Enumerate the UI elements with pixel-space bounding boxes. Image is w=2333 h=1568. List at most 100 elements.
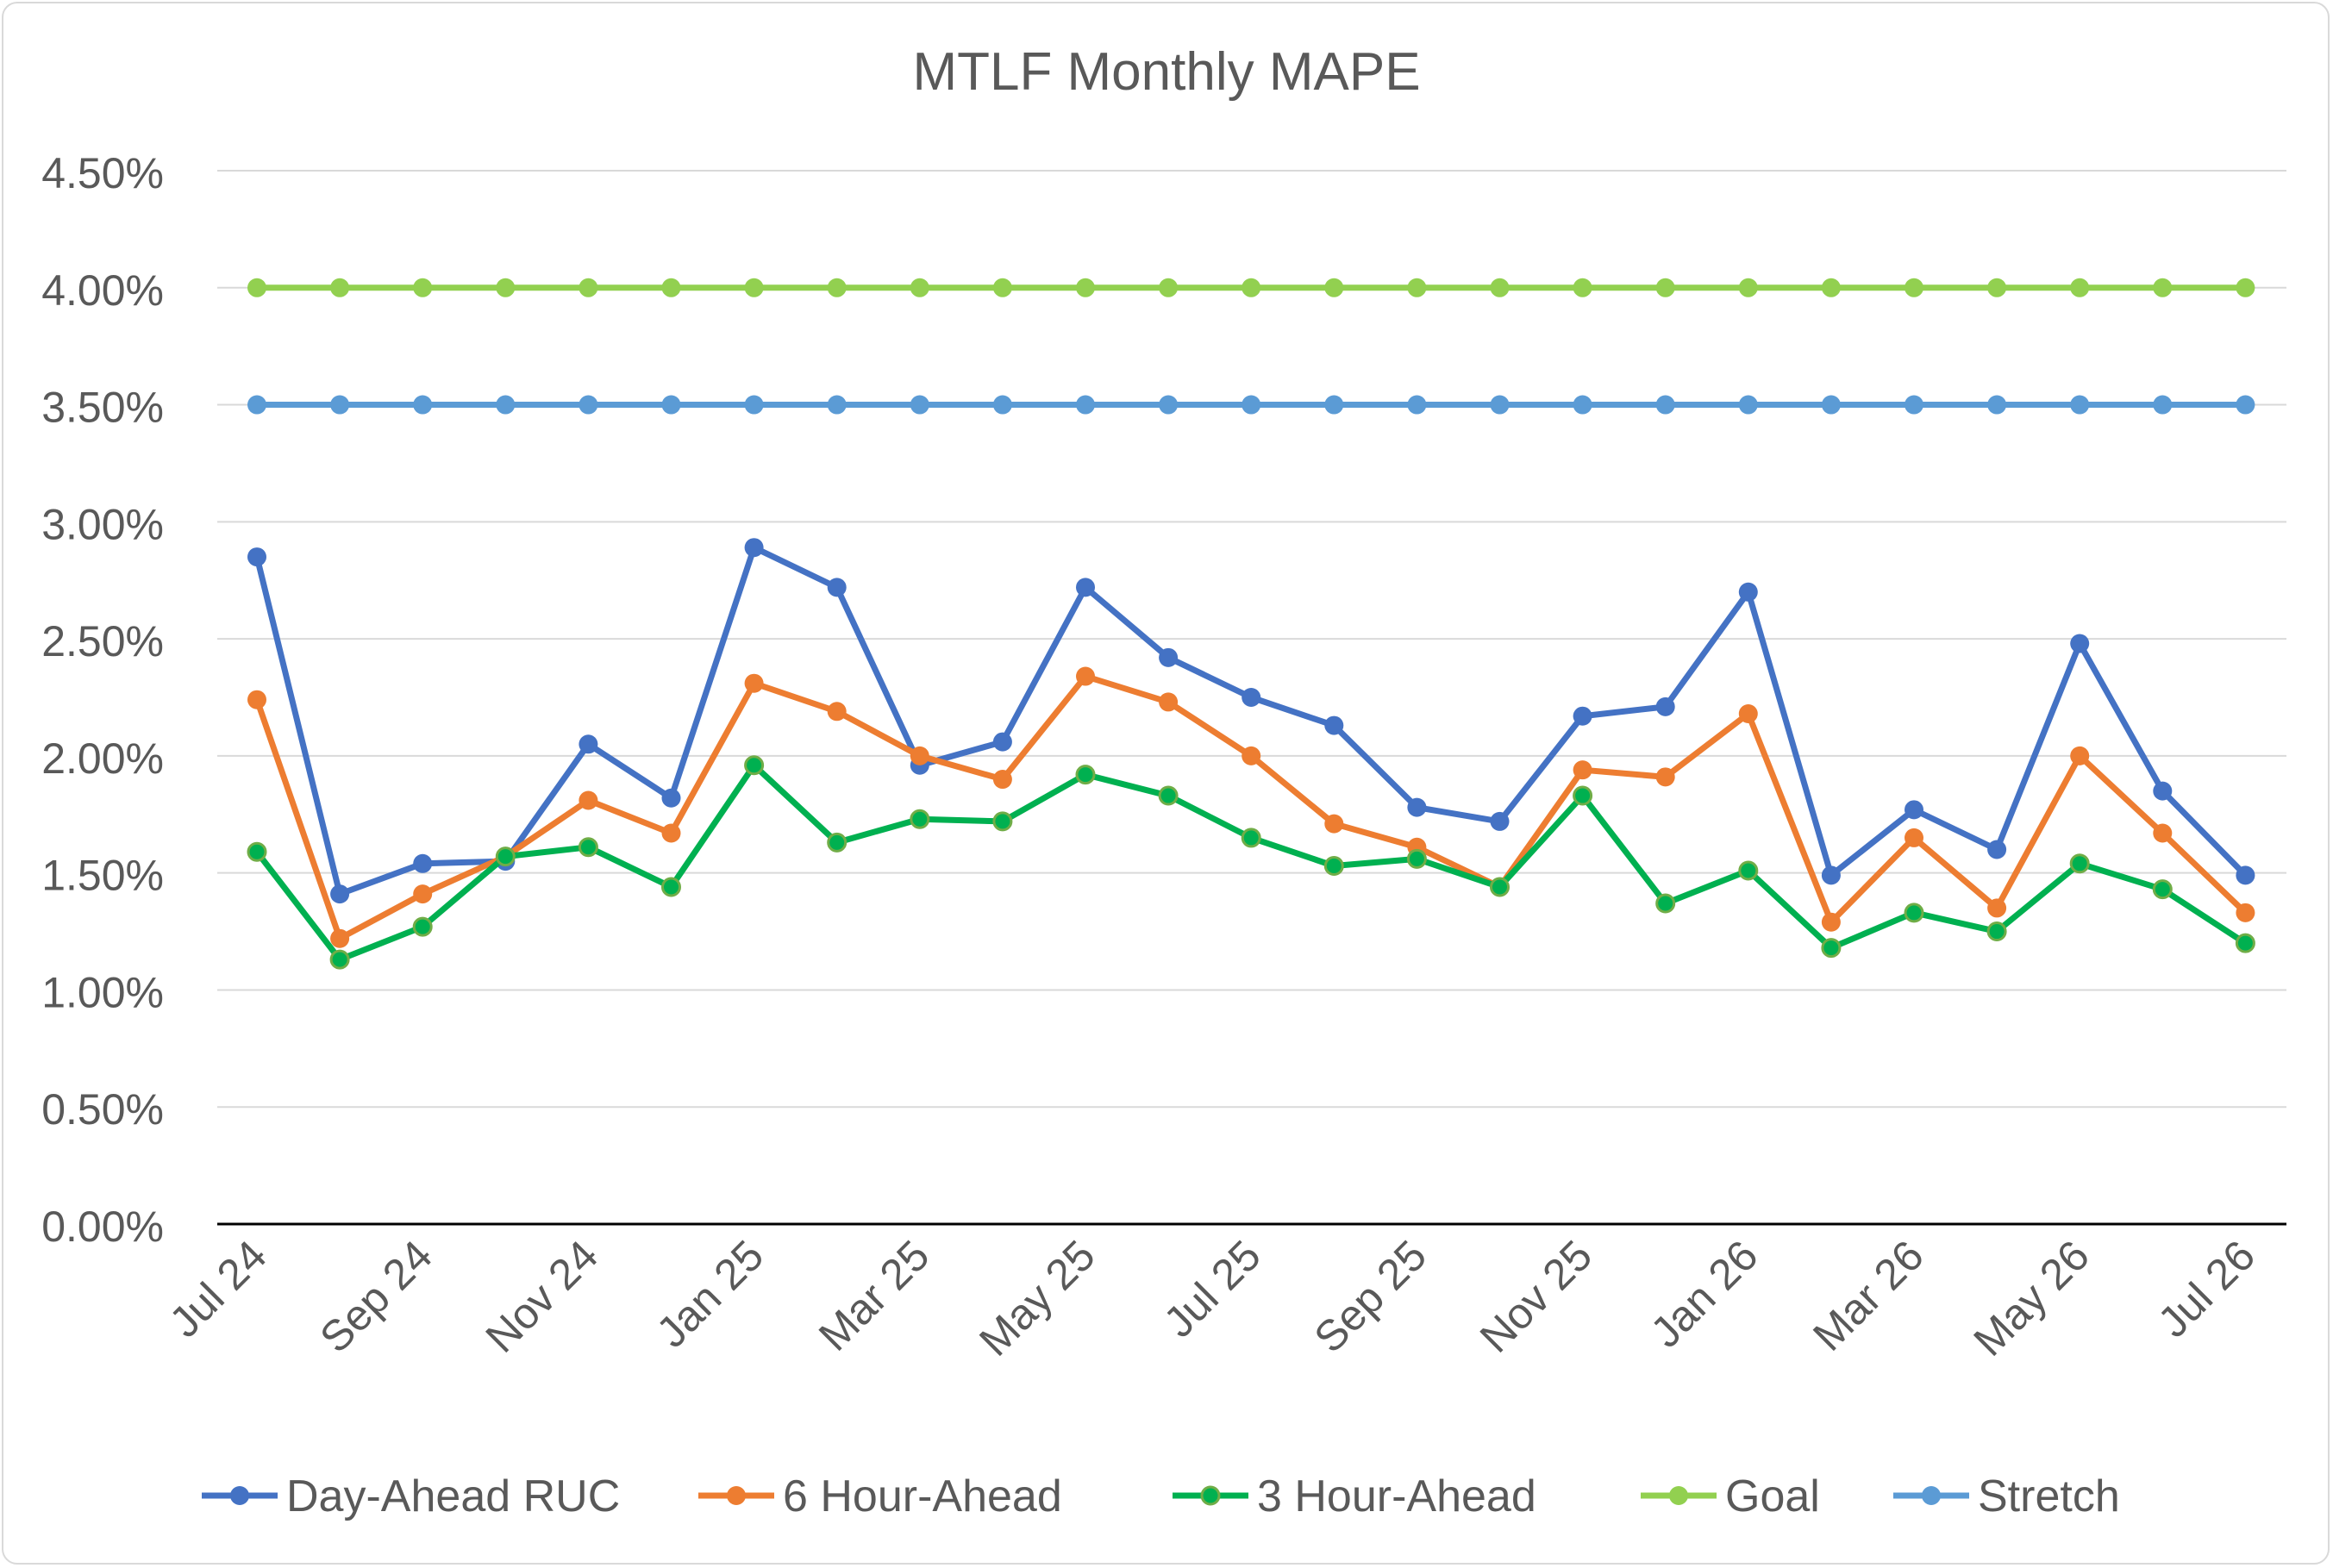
data-point-3-hour-ahead	[1075, 765, 1096, 785]
data-point-stretch	[1738, 395, 1758, 415]
data-point-goal	[496, 278, 516, 297]
data-point-day-ahead-ruc	[992, 732, 1012, 752]
data-point-goal	[1490, 278, 1510, 297]
data-point-day-ahead-ruc	[1905, 800, 1923, 820]
data-point-goal	[2153, 278, 2173, 297]
data-point-3-hour-ahead	[412, 916, 433, 937]
data-point-day-ahead-ruc	[1573, 706, 1592, 726]
data-point-stretch	[910, 395, 929, 415]
data-point-day-ahead-ruc	[661, 788, 681, 808]
data-point-3-hour-ahead	[1655, 893, 1676, 914]
data-point-6-hour-ahead	[1655, 767, 1675, 787]
data-point-day-ahead-ruc	[1738, 582, 1758, 602]
data-point-day-ahead-ruc	[1655, 697, 1675, 716]
data-point-day-ahead-ruc	[1821, 865, 1841, 885]
data-point-6-hour-ahead	[2153, 823, 2173, 843]
data-point-goal	[1242, 278, 1261, 297]
data-point-goal	[1159, 278, 1179, 297]
data-point-goal	[1076, 278, 1095, 297]
data-point-day-ahead-ruc	[1324, 715, 1344, 735]
chart-title: MTLF Monthly MAPE	[912, 42, 1420, 102]
data-point-day-ahead-ruc	[1242, 688, 1261, 707]
data-point-stretch	[496, 395, 516, 415]
x-tick-label: May 26	[1964, 1231, 2098, 1365]
data-point-stretch	[1490, 395, 1510, 415]
data-point-6-hour-ahead	[2236, 903, 2255, 922]
data-point-3-hour-ahead	[2069, 853, 2090, 874]
data-point-6-hour-ahead	[910, 746, 929, 765]
y-tick-label: 0.50%	[41, 1085, 164, 1134]
y-tick-label: 1.50%	[41, 852, 164, 900]
data-point-3-hour-ahead	[827, 832, 848, 853]
legend-marker-goal	[1669, 1486, 1688, 1505]
data-point-3-hour-ahead	[1904, 903, 1924, 923]
data-point-day-ahead-ruc	[330, 884, 350, 904]
legend-marker-stretch	[1922, 1486, 1941, 1505]
data-point-3-hour-ahead	[1241, 828, 1261, 848]
data-point-6-hour-ahead	[2070, 746, 2090, 765]
data-point-6-hour-ahead	[1159, 692, 1179, 712]
x-tick-label: Jul 25	[1154, 1231, 1270, 1346]
data-point-day-ahead-ruc	[413, 853, 433, 873]
x-tick-label: Sep 25	[1305, 1231, 1436, 1362]
data-point-day-ahead-ruc	[827, 578, 847, 597]
data-point-goal	[1821, 278, 1841, 297]
data-point-3-hour-ahead	[992, 811, 1013, 832]
data-point-day-ahead-ruc	[1407, 797, 1427, 817]
y-tick-label: 1.00%	[41, 968, 164, 1016]
data-point-3-hour-ahead	[2235, 933, 2255, 953]
y-tick-label: 3.00%	[41, 500, 164, 548]
data-point-stretch	[2153, 395, 2173, 415]
data-point-stretch	[413, 395, 433, 415]
data-point-6-hour-ahead	[579, 790, 598, 810]
data-point-6-hour-ahead	[413, 884, 433, 904]
y-tick-label: 4.50%	[41, 149, 164, 197]
legend-marker-day-ahead-ruc	[230, 1486, 249, 1505]
data-point-day-ahead-ruc	[247, 547, 266, 567]
data-point-6-hour-ahead	[1987, 898, 2007, 918]
legend-label: 6 Hour-Ahead	[783, 1471, 1062, 1521]
data-point-3-hour-ahead	[744, 755, 765, 776]
data-point-day-ahead-ruc	[1987, 840, 2007, 859]
x-tick-label: Mar 25	[810, 1231, 939, 1360]
data-point-stretch	[1821, 395, 1841, 415]
x-tick-label: May 25	[970, 1231, 1104, 1365]
data-point-6-hour-ahead	[330, 928, 350, 948]
data-point-goal	[2236, 278, 2255, 297]
data-point-stretch	[1324, 395, 1344, 415]
x-tick-label: Jul 26	[2148, 1231, 2264, 1346]
data-point-day-ahead-ruc	[1490, 811, 1510, 831]
x-tick-label: Nov 25	[1471, 1231, 1602, 1362]
data-point-stretch	[579, 395, 598, 415]
data-point-stretch	[744, 395, 764, 415]
legend-label: 3 Hour-Ahead	[1257, 1471, 1536, 1521]
legend-marker-3-hour-ahead	[1200, 1485, 1221, 1506]
data-point-6-hour-ahead	[1076, 666, 1095, 686]
legend: Day-Ahead RUC 6 Hour-Ahead 3 Hour-Ahead Goa…	[202, 1471, 2120, 1521]
data-point-goal	[910, 278, 929, 297]
data-point-6-hour-ahead	[1738, 704, 1758, 724]
series-line-6-hour-ahead	[253, 673, 2249, 942]
y-axis: 0.00% 0.50% 1.00% 1.50% 2.00% 2.50% 3.00% 3.50%…	[41, 149, 164, 1251]
data-point-stretch	[2236, 395, 2255, 415]
data-point-6-hour-ahead	[661, 823, 681, 843]
data-point-3-hour-ahead	[1490, 877, 1510, 897]
data-point-goal	[413, 278, 433, 297]
y-tick-label: 0.00%	[41, 1203, 164, 1251]
data-point-6-hour-ahead	[1242, 746, 1261, 765]
data-point-6-hour-ahead	[1821, 912, 1841, 932]
data-point-6-hour-ahead	[1905, 828, 1923, 847]
data-point-goal	[2070, 278, 2090, 297]
data-point-goal	[1905, 278, 1923, 297]
data-point-3-hour-ahead	[661, 877, 681, 897]
data-point-6-hour-ahead	[247, 690, 266, 709]
data-point-goal	[1987, 278, 2007, 297]
data-point-3-hour-ahead	[2152, 879, 2173, 900]
data-point-3-hour-ahead	[1158, 785, 1179, 806]
data-point-3-hour-ahead	[1406, 848, 1427, 869]
x-tick-label: Sep 24	[310, 1231, 441, 1362]
data-point-stretch	[1655, 395, 1675, 415]
data-point-3-hour-ahead	[578, 837, 598, 858]
data-point-3-hour-ahead	[1821, 938, 1842, 959]
